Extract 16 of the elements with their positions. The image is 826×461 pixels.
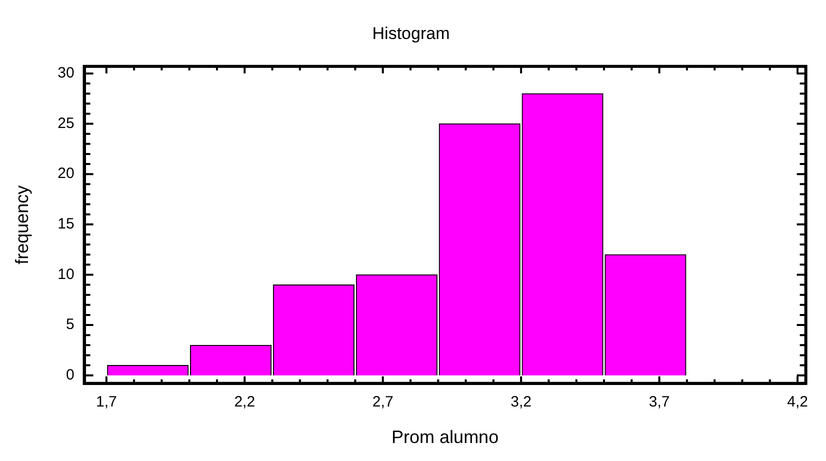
y-tick-label: 10	[58, 266, 74, 283]
y-tick-label: 15	[58, 216, 74, 233]
x-tick-label: 2,2	[234, 394, 256, 411]
y-tick-label: 0	[66, 366, 74, 384]
y-tick-label: 5	[66, 316, 74, 334]
y-axis-title: frequency	[12, 185, 32, 264]
y-tick-label: 30	[58, 64, 74, 82]
chart-title: Histogram	[372, 24, 450, 43]
x-tick-label: 4,2	[787, 394, 808, 411]
y-tick-label: 25	[58, 114, 74, 132]
x-tick-label: 2,7	[372, 394, 394, 411]
x-tick-label: 3,2	[510, 394, 532, 411]
x-axis-title: Prom alumno	[392, 427, 499, 448]
x-tick-label: 3,7	[648, 394, 670, 411]
y-tick-label: 20	[58, 165, 74, 182]
x-tick-label: 1,7	[96, 394, 117, 411]
